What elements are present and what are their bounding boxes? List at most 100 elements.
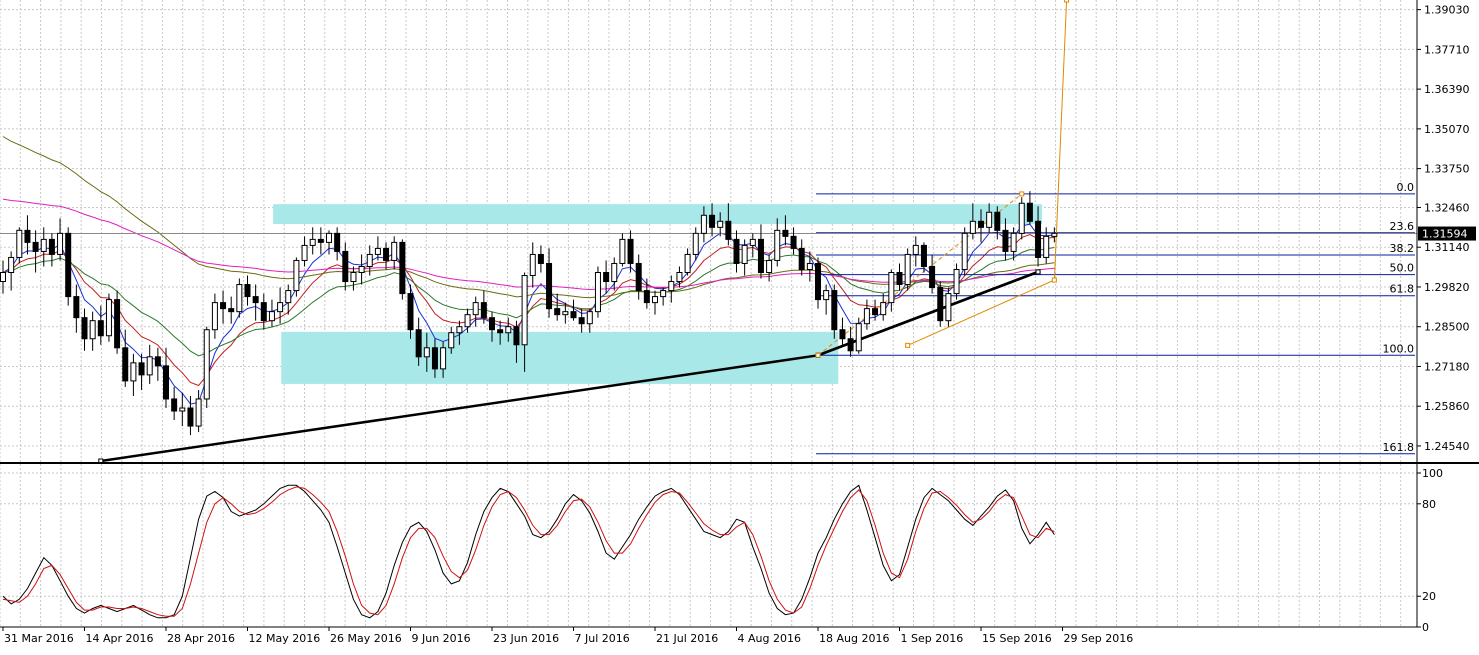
candle-body-bull <box>652 296 658 304</box>
candle-body-bear <box>24 229 31 243</box>
candle-body-bear <box>937 287 944 322</box>
candle <box>815 257 821 309</box>
trendline-anchor <box>1019 191 1025 197</box>
candle-body-bear <box>1026 202 1033 222</box>
candle <box>171 386 178 421</box>
candle <box>138 353 145 390</box>
candle <box>521 272 528 372</box>
candle-body-bull <box>203 329 210 400</box>
candle <box>578 308 585 333</box>
candle <box>904 248 911 291</box>
candle <box>89 311 96 351</box>
candle-body-bear <box>733 238 740 264</box>
candle-body-bear <box>994 211 1001 231</box>
candle <box>733 230 740 273</box>
candle <box>1035 206 1042 267</box>
candle-body-bear <box>65 232 72 298</box>
candle <box>423 332 430 372</box>
candle-body-bear <box>480 302 487 319</box>
candle <box>342 242 349 291</box>
candle <box>374 236 381 261</box>
candle-body-bear <box>896 272 903 286</box>
candle <box>749 233 756 258</box>
candle-body-bear <box>114 299 121 349</box>
time-tick-label: 12 May 2016 <box>249 632 321 645</box>
time-tick-label: 4 Aug 2016 <box>738 632 801 645</box>
candle-body-bear <box>154 356 161 367</box>
candle <box>806 251 813 282</box>
candle-body-bull <box>8 256 15 274</box>
candle <box>489 311 495 342</box>
current-price-label: 1.31594 <box>1422 228 1468 241</box>
candle <box>790 227 797 255</box>
candle <box>236 278 243 318</box>
candle <box>1018 197 1025 240</box>
candle <box>211 293 218 339</box>
candle-body-bull <box>863 308 870 325</box>
candle-body-bull <box>774 229 781 261</box>
stoch-tick-label: 0 <box>1422 621 1429 634</box>
candle-body-bear <box>798 247 805 270</box>
candle <box>986 203 993 234</box>
candle <box>709 203 716 237</box>
candle-body-bull <box>676 272 683 283</box>
price-zone <box>281 331 839 384</box>
candle-body-bull <box>660 290 667 298</box>
current-price-tag: 1.31594 <box>1418 226 1476 241</box>
stoch-tick-label: 20 <box>1422 590 1436 603</box>
candle-body-bull <box>1043 235 1050 258</box>
candle-body-bull <box>1010 232 1017 252</box>
candle-body-bull <box>268 311 275 322</box>
candle <box>1026 191 1033 225</box>
candle-body-bull <box>440 347 447 370</box>
candle-body-bear <box>725 220 732 240</box>
candle-body-bull <box>969 220 976 234</box>
candle-body-bull <box>309 238 316 246</box>
candle <box>40 227 47 267</box>
price-zone <box>273 204 1043 225</box>
candle <box>546 248 553 318</box>
fibonacci-level-label: 100.0 <box>1383 342 1415 355</box>
candle <box>920 242 927 273</box>
time-tick-label: 9 Jun 2016 <box>412 632 471 645</box>
candle-body-bull <box>823 290 830 301</box>
candle-body-bear <box>1035 220 1042 258</box>
candle <box>32 230 39 273</box>
candle <box>1010 227 1017 261</box>
candle-body-bull <box>766 259 773 274</box>
stochastic-line <box>2 484 1055 619</box>
price-tick-label: 1.29820 <box>1424 281 1470 294</box>
candle <box>798 239 805 276</box>
candle-body-bull <box>358 265 365 274</box>
candle-body-bear <box>73 296 80 319</box>
candle <box>97 305 104 345</box>
candle-body-bear <box>929 265 936 289</box>
fibonacci-level-label: 38.2 <box>1390 242 1415 255</box>
candle-body-bear <box>815 262 821 301</box>
price-tick-label: 1.31140 <box>1424 241 1470 254</box>
candle-body-bear <box>244 284 251 298</box>
candle <box>146 344 153 384</box>
candle <box>594 266 601 318</box>
candle-body-bull <box>391 241 398 261</box>
candle <box>456 320 463 345</box>
candle-body-bull <box>749 238 756 246</box>
candle <box>472 296 479 327</box>
candle <box>285 284 292 315</box>
candle-body-bear <box>757 238 764 274</box>
candle <box>937 281 944 327</box>
candle <box>1043 227 1050 264</box>
candle <box>480 290 487 324</box>
candle <box>635 254 642 300</box>
candle <box>130 353 137 396</box>
time-tick-label: 29 Sep 2016 <box>1064 632 1134 645</box>
candle-body-bear <box>847 338 854 352</box>
candle <box>399 239 406 300</box>
candle-body-bear <box>635 262 642 292</box>
candle-body-bull <box>179 407 186 412</box>
candle <box>537 245 544 273</box>
moving-average-line <box>2 198 1055 291</box>
candle <box>334 227 341 261</box>
